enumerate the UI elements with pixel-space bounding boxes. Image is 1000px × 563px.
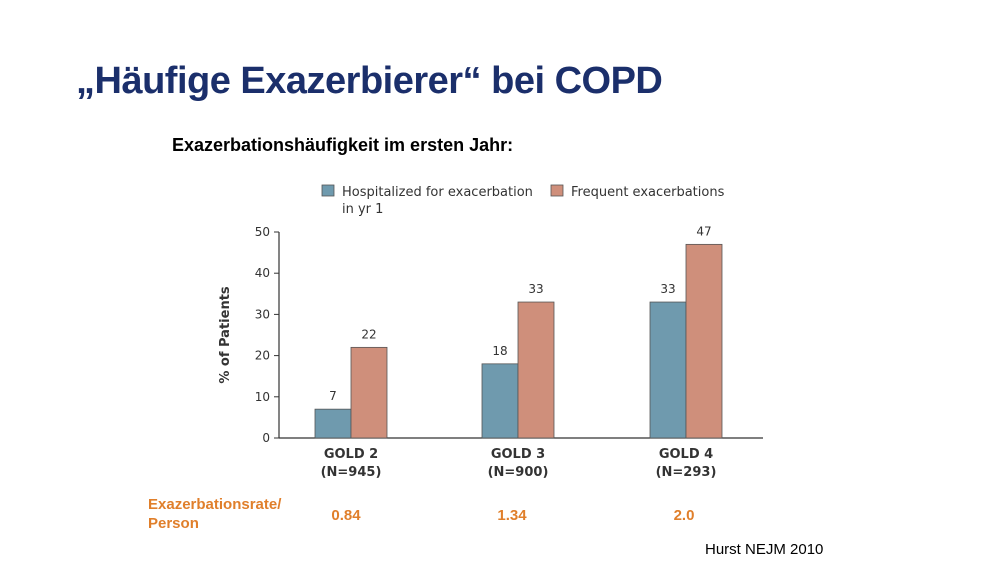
y-tick-label: 30 — [255, 307, 270, 321]
bar-frequent — [685, 243, 723, 439]
bar-frequent — [350, 346, 388, 439]
slide-title: „Häufige Exazerbierer“ bei COPD — [76, 60, 663, 102]
y-tick-label: 50 — [255, 225, 270, 239]
rate-label: Exazerbationsrate/ Person — [148, 495, 281, 533]
y-tick-label: 40 — [255, 266, 270, 280]
bar-hospitalized — [481, 363, 519, 439]
chart-subtitle: Exazerbationshäufigkeit im ersten Jahr: — [172, 135, 514, 155]
citation: Hurst NEJM 2010 — [705, 541, 824, 558]
y-tick-label: 10 — [255, 390, 270, 404]
x-category-label: GOLD 3 — [491, 447, 545, 462]
bar-hospitalized — [649, 301, 687, 439]
rate-value-gold2: 0.84 — [331, 507, 361, 524]
bar-value-label: 33 — [528, 282, 543, 296]
rate-label-line2: Person — [148, 515, 199, 532]
rate-value-gold4: 2.0 — [673, 507, 695, 524]
y-tick-label: 20 — [255, 349, 270, 363]
bar-hospitalized — [314, 408, 352, 439]
x-category-label: (N=293) — [656, 465, 717, 480]
rate-value-gold3: 1.34 — [497, 507, 527, 524]
bar-value-label: 18 — [492, 344, 507, 358]
y-axis-label: % of Patients — [218, 286, 233, 384]
bar-value-label: 7 — [329, 389, 337, 403]
bar-value-label: 22 — [361, 327, 376, 341]
legend-swatch — [550, 184, 564, 197]
bar-value-label: 47 — [696, 224, 711, 238]
x-category-label: (N=900) — [488, 465, 549, 480]
legend-label: Hospitalized for exacerbation — [342, 185, 533, 200]
legend-label: Frequent exacerbations — [571, 185, 725, 200]
legend-swatch — [321, 184, 335, 197]
legend-label: in yr 1 — [342, 202, 383, 217]
x-category-label: GOLD 4 — [659, 447, 713, 462]
y-tick-label: 0 — [262, 431, 270, 445]
rate-label-line1: Exazerbationsrate/ — [148, 496, 282, 513]
bar-value-label: 33 — [660, 282, 675, 296]
x-category-label: (N=945) — [321, 465, 382, 480]
bar-frequent — [517, 301, 555, 439]
x-category-label: GOLD 2 — [324, 447, 378, 462]
